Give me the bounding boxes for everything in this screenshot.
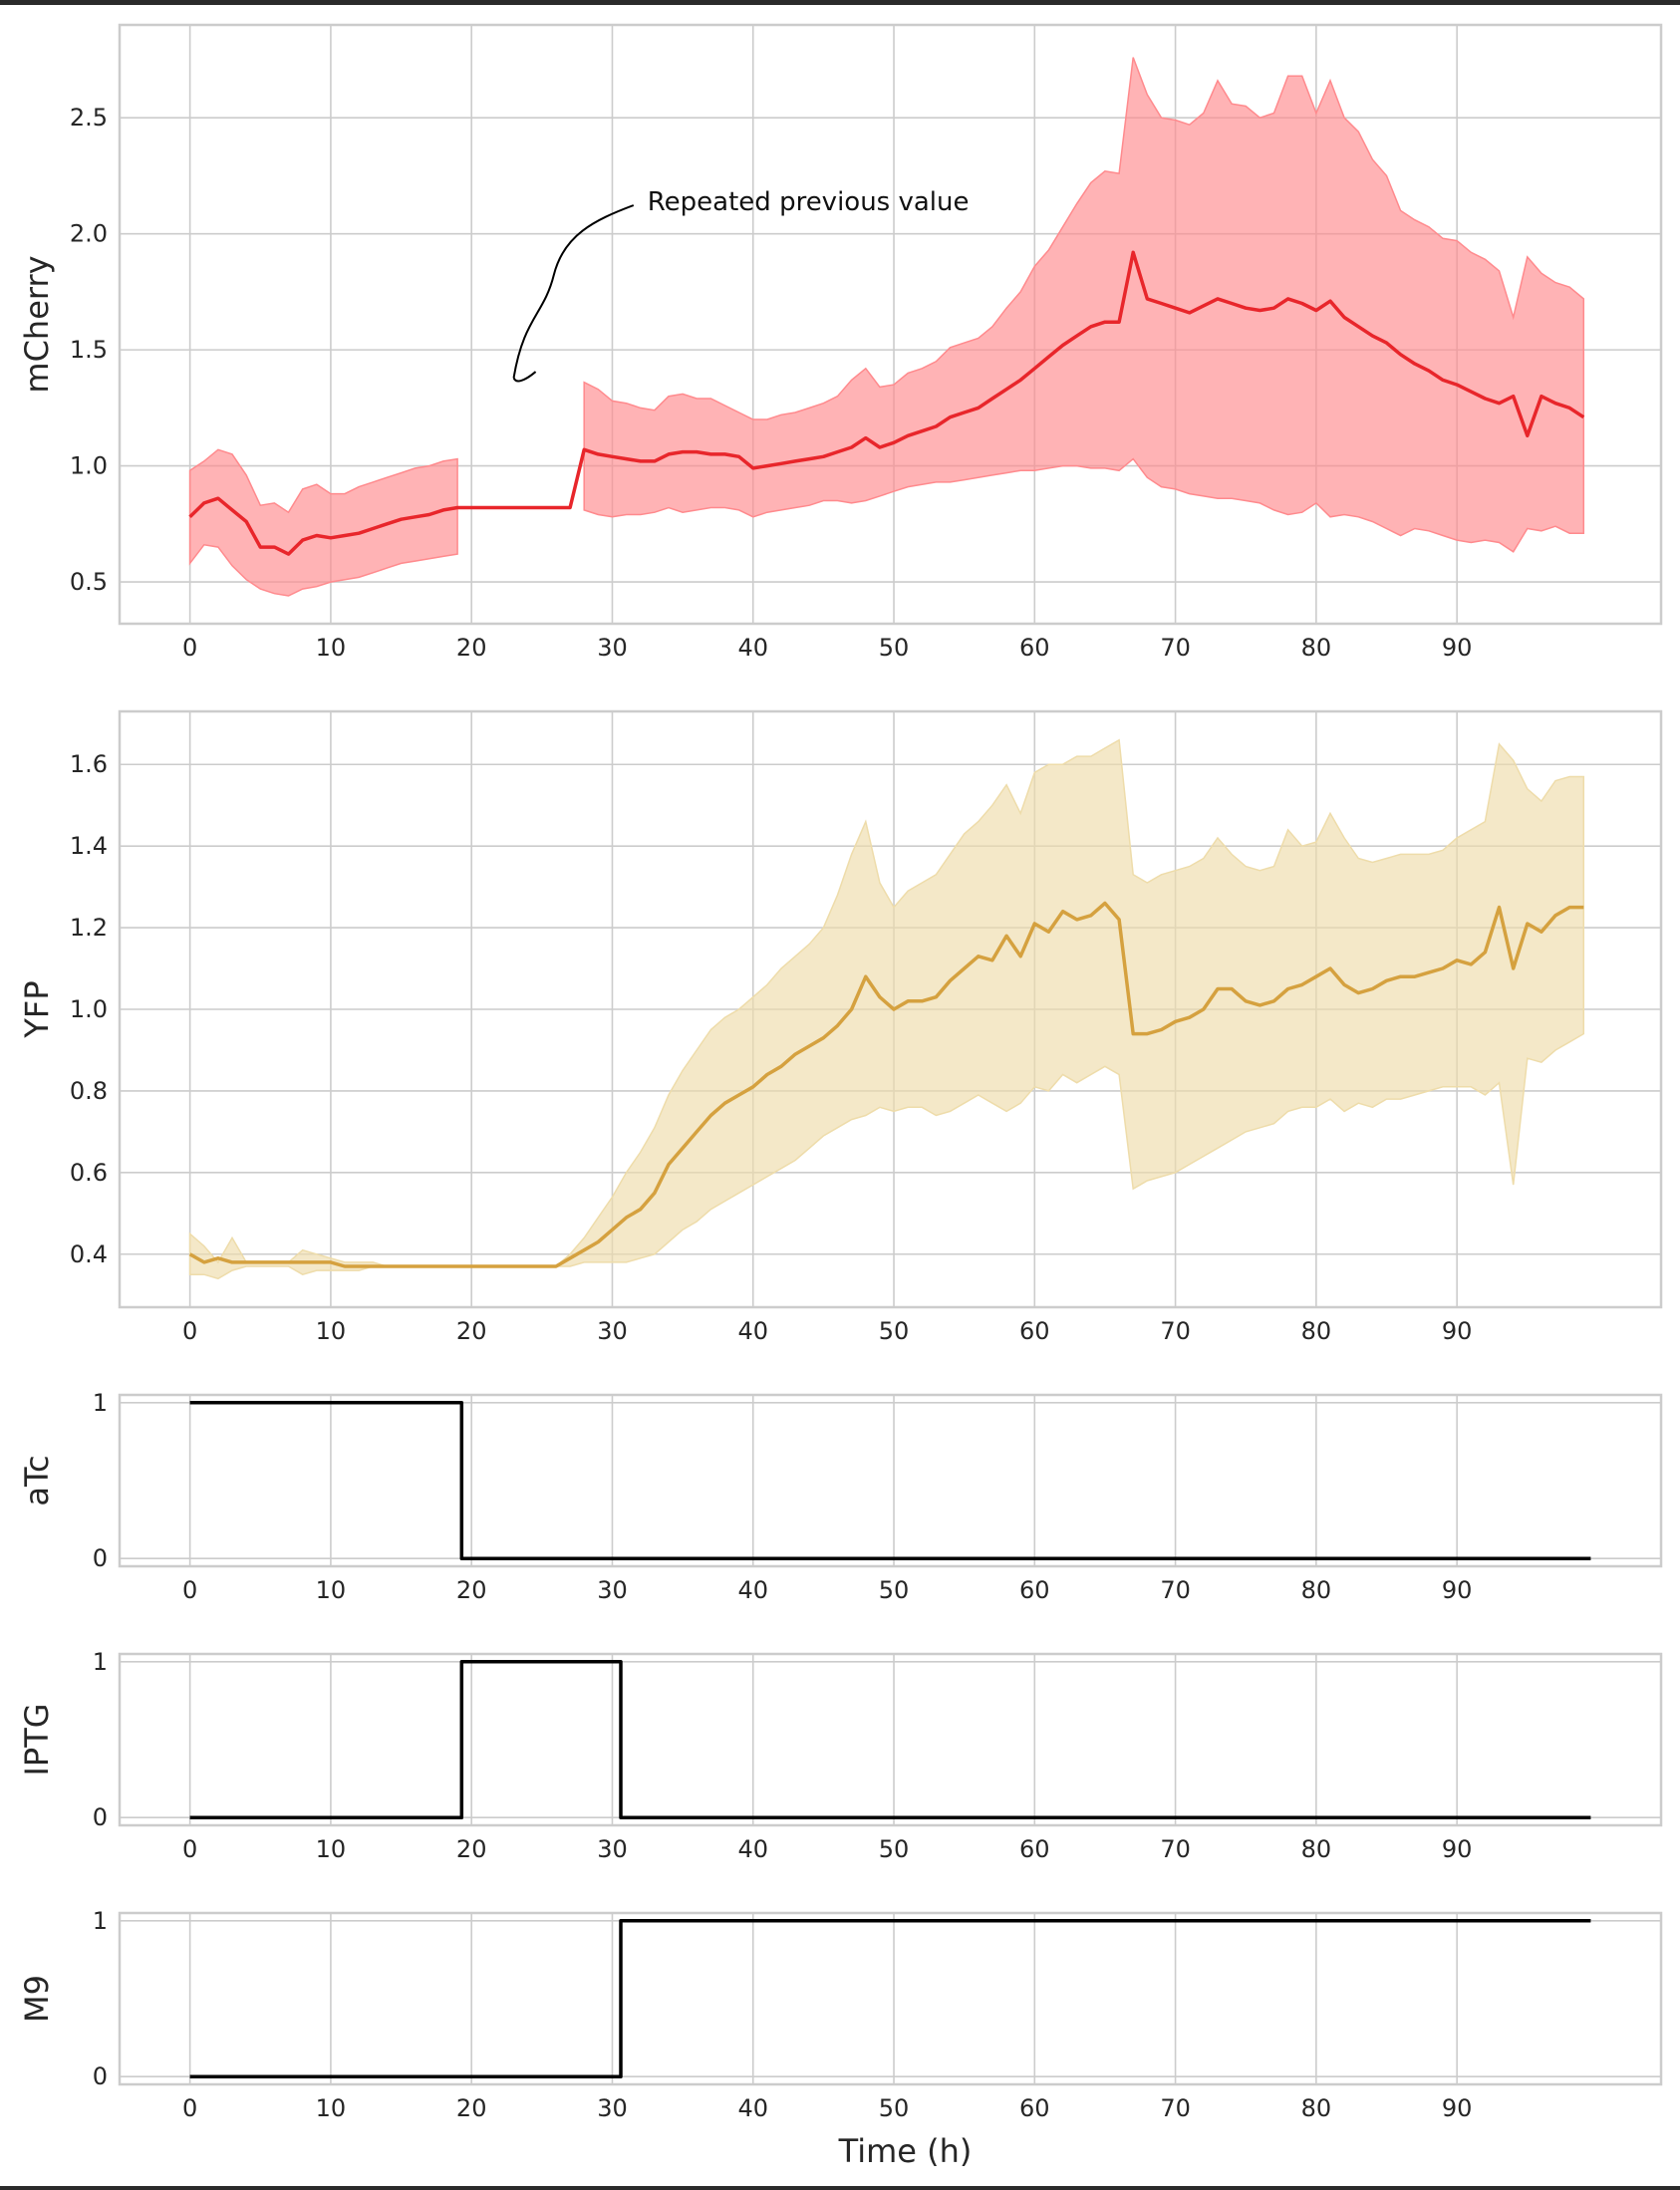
x-tick-label: 70: [1160, 2094, 1191, 2122]
x-tick-label: 80: [1301, 1835, 1332, 1863]
y-tick-label: 0.8: [70, 1077, 108, 1105]
x-tick-label: 0: [182, 1317, 197, 1345]
y-tick-label: 1.0: [70, 452, 108, 480]
x-tick-label: 20: [456, 1835, 487, 1863]
x-tick-label: 60: [1019, 1317, 1050, 1345]
x-tick-label: 40: [737, 2094, 768, 2122]
x-tick-label: 40: [737, 1317, 768, 1345]
y-axis-label: YFP: [18, 980, 56, 1038]
y-tick-label: 1: [93, 1648, 108, 1676]
x-tick-label: 90: [1442, 634, 1473, 662]
x-tick-label: 50: [879, 634, 910, 662]
plot-frame: [118, 23, 1663, 626]
y-tick-label: 2.0: [70, 220, 108, 248]
panel-m9: 0 10 20 30 40 50 60 70 80 90 0 1 M9 Time (h): [18, 1907, 1663, 2170]
x-tick-label: 80: [1301, 2094, 1332, 2122]
x-tick-label: 80: [1301, 634, 1332, 662]
y-tick-label: 1.2: [70, 914, 108, 942]
x-tick-label: 10: [316, 1576, 347, 1604]
x-tick-label: 0: [182, 1835, 197, 1863]
x-tick-label: 70: [1160, 1317, 1191, 1345]
x-tick-label: 80: [1301, 1576, 1332, 1604]
atc-step-line: [189, 1401, 1591, 1560]
iptg-step-line: [189, 1660, 1591, 1819]
x-tick-label: 60: [1019, 634, 1050, 662]
mcherry-mean-line: [188, 250, 1585, 556]
x-tick-label: 30: [597, 2094, 628, 2122]
plot-frame: [118, 709, 1663, 1309]
x-tick-label: 10: [316, 1835, 347, 1863]
x-tick-label: 70: [1160, 1835, 1191, 1863]
x-tick-label: 90: [1442, 1835, 1473, 1863]
x-tick-label: 0: [182, 1576, 197, 1604]
x-tick-label: 10: [316, 634, 347, 662]
panel-atc: 0 10 20 30 40 50 60 70 80 90 0 1 aTc: [18, 1389, 1663, 1604]
x-tick-label: 50: [879, 2094, 910, 2122]
x-tick-label: 70: [1160, 634, 1191, 662]
y-tick-label: 0.5: [70, 568, 108, 596]
x-tick-label: 80: [1301, 1317, 1332, 1345]
annotation-arrow: [512, 204, 635, 379]
x-tick-label: 30: [597, 1835, 628, 1863]
yfp-mean-line: [188, 901, 1584, 1268]
x-tick-label: 10: [316, 2094, 347, 2122]
x-tick-label: 30: [597, 1317, 628, 1345]
x-tick-label: 20: [456, 1576, 487, 1604]
y-axis-label: M9: [18, 1975, 56, 2023]
x-tick-label: 30: [597, 634, 628, 662]
annotation-arrowhead: [512, 371, 537, 383]
top-border: [0, 0, 1680, 5]
x-tick-label: 10: [316, 1317, 347, 1345]
x-tick-label: 0: [182, 2094, 197, 2122]
y-tick-label: 0: [93, 2062, 108, 2090]
x-tick-label: 40: [737, 1576, 768, 1604]
y-tick-label: 1.6: [70, 750, 108, 778]
panel-iptg: 0 10 20 30 40 50 60 70 80 90 0 1 IPTG: [18, 1648, 1663, 1863]
x-tick-label: 40: [737, 1835, 768, 1863]
x-axis-label: Time (h): [838, 2132, 973, 2170]
x-tick-label: 0: [182, 634, 197, 662]
y-axis-label: aTc: [18, 1455, 56, 1506]
x-tick-label: 50: [879, 1835, 910, 1863]
plot-frame: [118, 1652, 1663, 1827]
y-tick-label: 0.6: [70, 1159, 108, 1187]
y-tick-label: 0: [93, 1803, 108, 1831]
x-tick-label: 20: [456, 1317, 487, 1345]
x-tick-label: 90: [1442, 2094, 1473, 2122]
y-tick-label: 1: [93, 1389, 108, 1417]
plot-frame: [118, 1393, 1663, 1568]
x-tick-label: 70: [1160, 1576, 1191, 1604]
x-tick-label: 90: [1442, 1317, 1473, 1345]
panel-yfp: 0 10 20 30 40 50 60 70 80 90 0.4 0.6 0.8 1.0 1.2 1.4 1.6…: [18, 709, 1663, 1345]
x-tick-label: 30: [597, 1576, 628, 1604]
y-tick-label: 1: [93, 1907, 108, 1935]
x-tick-label: 60: [1019, 1835, 1050, 1863]
y-tick-label: 1.4: [70, 832, 108, 860]
annotation-text: Repeated previous value: [648, 187, 970, 217]
m9-step-line: [189, 1919, 1591, 2078]
y-axis-label: mCherry: [18, 255, 56, 393]
x-tick-label: 40: [737, 634, 768, 662]
plot-frame: [118, 1911, 1663, 2086]
x-tick-label: 50: [879, 1317, 910, 1345]
x-tick-label: 20: [456, 2094, 487, 2122]
bottom-border: [0, 2186, 1680, 2190]
y-axis-label: IPTG: [18, 1703, 56, 1776]
mcherry-error-band: [188, 448, 458, 597]
x-tick-label: 60: [1019, 1576, 1050, 1604]
x-tick-label: 20: [456, 634, 487, 662]
x-tick-label: 90: [1442, 1576, 1473, 1604]
x-tick-label: 50: [879, 1576, 910, 1604]
y-tick-label: 1.0: [70, 995, 108, 1023]
y-tick-label: 0.4: [70, 1240, 108, 1268]
y-tick-label: 1.5: [70, 336, 108, 364]
panel-mcherry: 0 10 20 30 40 50 60 70 80 90 0.5 1.0 1.5 2.0 2.5 mCherr…: [18, 23, 1663, 662]
y-tick-label: 0: [93, 1544, 108, 1572]
y-tick-label: 2.5: [70, 104, 108, 132]
mcherry-error-band: [583, 57, 1585, 553]
yfp-error-band: [188, 738, 1585, 1280]
x-tick-label: 60: [1019, 2094, 1050, 2122]
